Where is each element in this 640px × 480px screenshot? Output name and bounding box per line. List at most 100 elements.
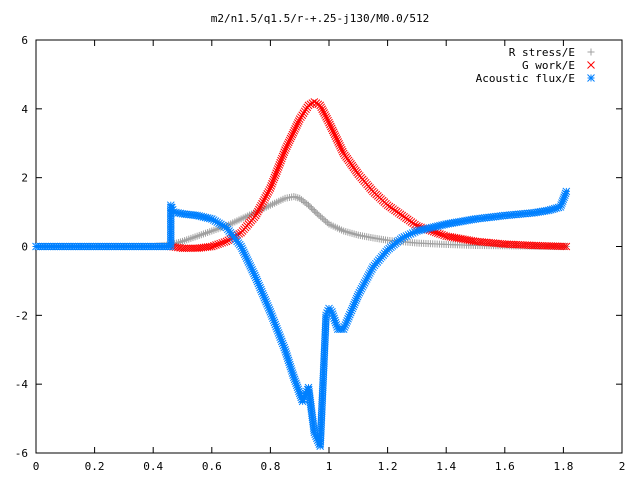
data-point [530,208,538,217]
data-point [442,240,450,248]
data-point [32,242,40,251]
trace-marker [216,239,225,248]
data-point [348,304,357,313]
data-point [442,220,451,228]
data-point [193,232,201,240]
y-tick-label: 4 [21,103,28,116]
x-tick-label: 0 [33,460,40,473]
trace-marker [255,205,263,214]
data-point [281,194,289,202]
data-point [178,209,187,218]
trace-marker [258,199,266,208]
trace-marker [269,175,278,184]
data-point [413,227,421,235]
data-point [442,232,451,241]
series-1 [166,98,571,253]
x-tick-label: 2 [619,460,626,473]
trace-marker [328,126,337,135]
data-point [471,237,480,246]
trace-marker [278,152,287,161]
trace-marker [338,147,347,156]
series-layer [32,98,571,450]
trace-marker [292,123,300,131]
trace-marker [283,142,291,151]
data-point [340,227,348,235]
data-point [90,242,99,251]
data-point [61,242,70,251]
data-point [149,242,158,251]
data-point [369,187,377,196]
data-point [266,308,275,316]
data-point [207,242,216,251]
trace-marker [252,209,261,218]
trace-marker [306,100,315,109]
trace-marker [214,240,222,249]
legend-marker [587,61,595,69]
data-point [354,231,362,239]
data-point [166,201,175,210]
trace-marker [323,114,331,123]
data-point [383,246,392,254]
data-point [413,239,421,247]
y-tick-label: -2 [15,309,28,322]
trace-marker [318,105,327,114]
trace-marker [257,201,265,210]
trace-marker [309,206,317,214]
data-point [222,237,231,246]
trace-marker [218,238,227,247]
trace-marker [271,171,280,180]
trace-marker [290,126,299,135]
trace-marker [224,236,233,245]
y-tick-label: -4 [15,378,29,391]
trace-marker [285,136,294,145]
trace-marker [272,169,280,178]
x-tick-label: 1.8 [553,460,573,473]
trace-marker [265,186,274,194]
data-point [193,211,202,220]
legend-label: Acoustic flux/E [476,72,575,85]
axis-ticks: 0 0.2 0.4 0.6 0.8 1 1.2 1.4 1.6 1.8 2 -6 -4 -2 0 2 4 6 [15,34,626,473]
data-point [339,325,348,333]
trace-marker [327,124,336,133]
data-point [325,118,333,127]
data-point [313,210,321,218]
legend-marker [587,48,595,56]
trace-marker [263,190,272,198]
trace-marker [294,119,302,127]
legend-label: G work/E [522,59,575,72]
trace-marker [301,198,309,206]
trace-marker [337,145,346,154]
data-point [325,220,333,228]
trace-marker [330,130,339,139]
x-tick-label: 0.4 [143,460,163,473]
trace-marker [332,134,341,142]
chart-title: m2/n1.5/q1.5/r-+.25-j130/M0.0/512 [211,12,430,25]
trace-marker [321,111,329,119]
x-tick-label: 1.6 [495,460,515,473]
trace-marker [273,165,282,173]
data-point [193,244,202,253]
trace-marker [256,203,264,212]
data-point [237,228,245,237]
data-point [298,397,307,406]
trace-marker [273,167,281,176]
data-point [562,242,571,251]
trace-marker [333,136,342,144]
trace-marker [261,193,270,202]
trace-marker [322,217,330,225]
trace-marker [268,177,277,186]
data-point [316,442,325,450]
trace-marker [334,138,343,146]
x-tick-label: 1 [326,460,333,473]
trace-marker [293,121,301,129]
trace-marker [283,140,292,149]
trace-marker [297,196,305,204]
data-point [281,146,289,154]
data-point [304,101,313,110]
data-point [169,208,178,216]
data-point [120,242,128,251]
data-point [178,244,187,253]
trace-marker [210,241,218,250]
trace-marker [307,204,315,212]
